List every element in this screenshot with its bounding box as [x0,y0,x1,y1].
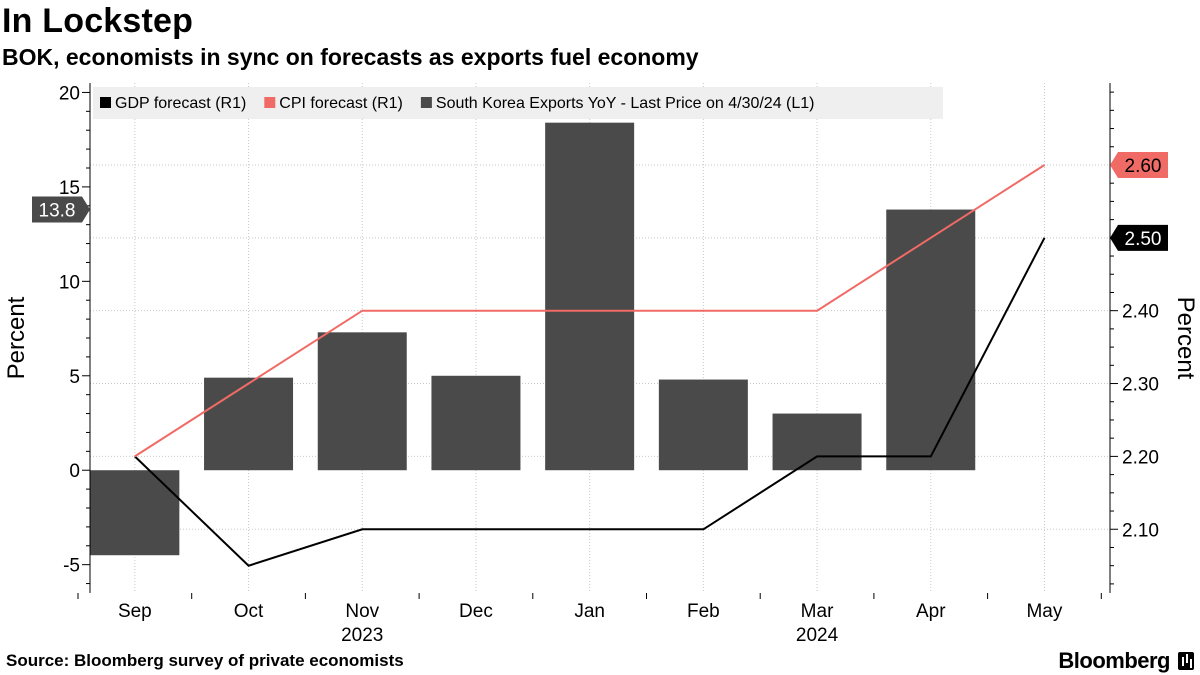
bar-exports-oct [204,377,294,471]
bar-exports-feb [658,379,748,471]
right-tick-label: 2.20 [1122,447,1159,468]
bar-exports-apr [886,209,976,471]
x-tick-label-nov: Nov [345,601,379,622]
bloomberg-terminal-icon [1178,652,1194,670]
brand-logo: Bloomberg [1058,648,1170,673]
callout-right-badge [1110,151,1168,178]
left-tick-label: -5 [63,556,80,577]
chart-subtitle: BOK, economists in sync on forecasts as … [2,44,699,70]
bar-exports-sep [90,470,180,556]
x-tick-label-dec: Dec [459,601,493,622]
bar-series [90,122,976,556]
legend-swatch [100,97,111,108]
right-tick-label: 2.30 [1122,375,1159,396]
value-callouts: 13.8 2.50 2.60 [32,151,1168,251]
callout-left-badge [32,196,90,223]
line-cpi-forecast [134,164,1046,458]
legend-swatch [420,97,432,108]
legend-background [93,87,943,119]
line-gdp-forecast [134,237,1046,567]
left-tick-label: 15 [59,178,80,199]
legend-label: South Korea Exports YoY - Last Price on … [436,95,815,112]
x-tick-label-jan: Jan [574,601,605,622]
bar-exports-nov [317,332,407,471]
x-tick-label-oct: Oct [234,601,264,622]
year-label-2024: 2024 [796,625,839,646]
bar-exports-jan [545,122,635,471]
callout-right-value: 2.60 [1125,156,1162,177]
chart-title: In Lockstep [2,2,194,40]
right-tick-label: 2.10 [1122,520,1159,541]
left-tick-label: 0 [69,461,80,482]
bar-exports-mar [772,413,862,471]
left-tick-label: 5 [69,367,80,388]
legend-label: CPI forecast (R1) [279,95,403,112]
legend-swatch [264,97,276,108]
line-series [134,164,1046,567]
x-tick-label-apr: Apr [916,601,946,622]
x-tick-label-mar: Mar [801,601,834,622]
x-tick-label-feb: Feb [687,601,720,622]
year-label-2023: 2023 [341,625,383,646]
left-tick-label: 20 [59,83,80,104]
source-note: Source: Bloomberg survey of private econ… [6,651,404,670]
x-tick-label-may: May [1026,601,1062,622]
x-tick-label-sep: Sep [118,601,152,622]
legend-label: GDP forecast (R1) [115,95,246,112]
left-tick-label: 10 [59,272,80,293]
bar-exports-dec [431,375,521,471]
right-tick-label: 2.40 [1122,302,1159,323]
left-axis-title: Percent [3,296,30,379]
callout-right-badge [1110,224,1168,251]
right-axis-title: Percent [1172,297,1199,380]
callout-right-value: 2.50 [1125,229,1162,250]
callout-left-value: 13.8 [39,201,76,222]
legend: GDP forecast (R1) CPI forecast (R1) South … [93,87,943,119]
